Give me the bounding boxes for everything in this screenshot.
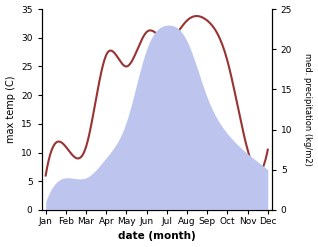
X-axis label: date (month): date (month) bbox=[118, 231, 196, 242]
Y-axis label: med. precipitation (kg/m2): med. precipitation (kg/m2) bbox=[303, 53, 313, 166]
Y-axis label: max temp (C): max temp (C) bbox=[5, 76, 16, 143]
